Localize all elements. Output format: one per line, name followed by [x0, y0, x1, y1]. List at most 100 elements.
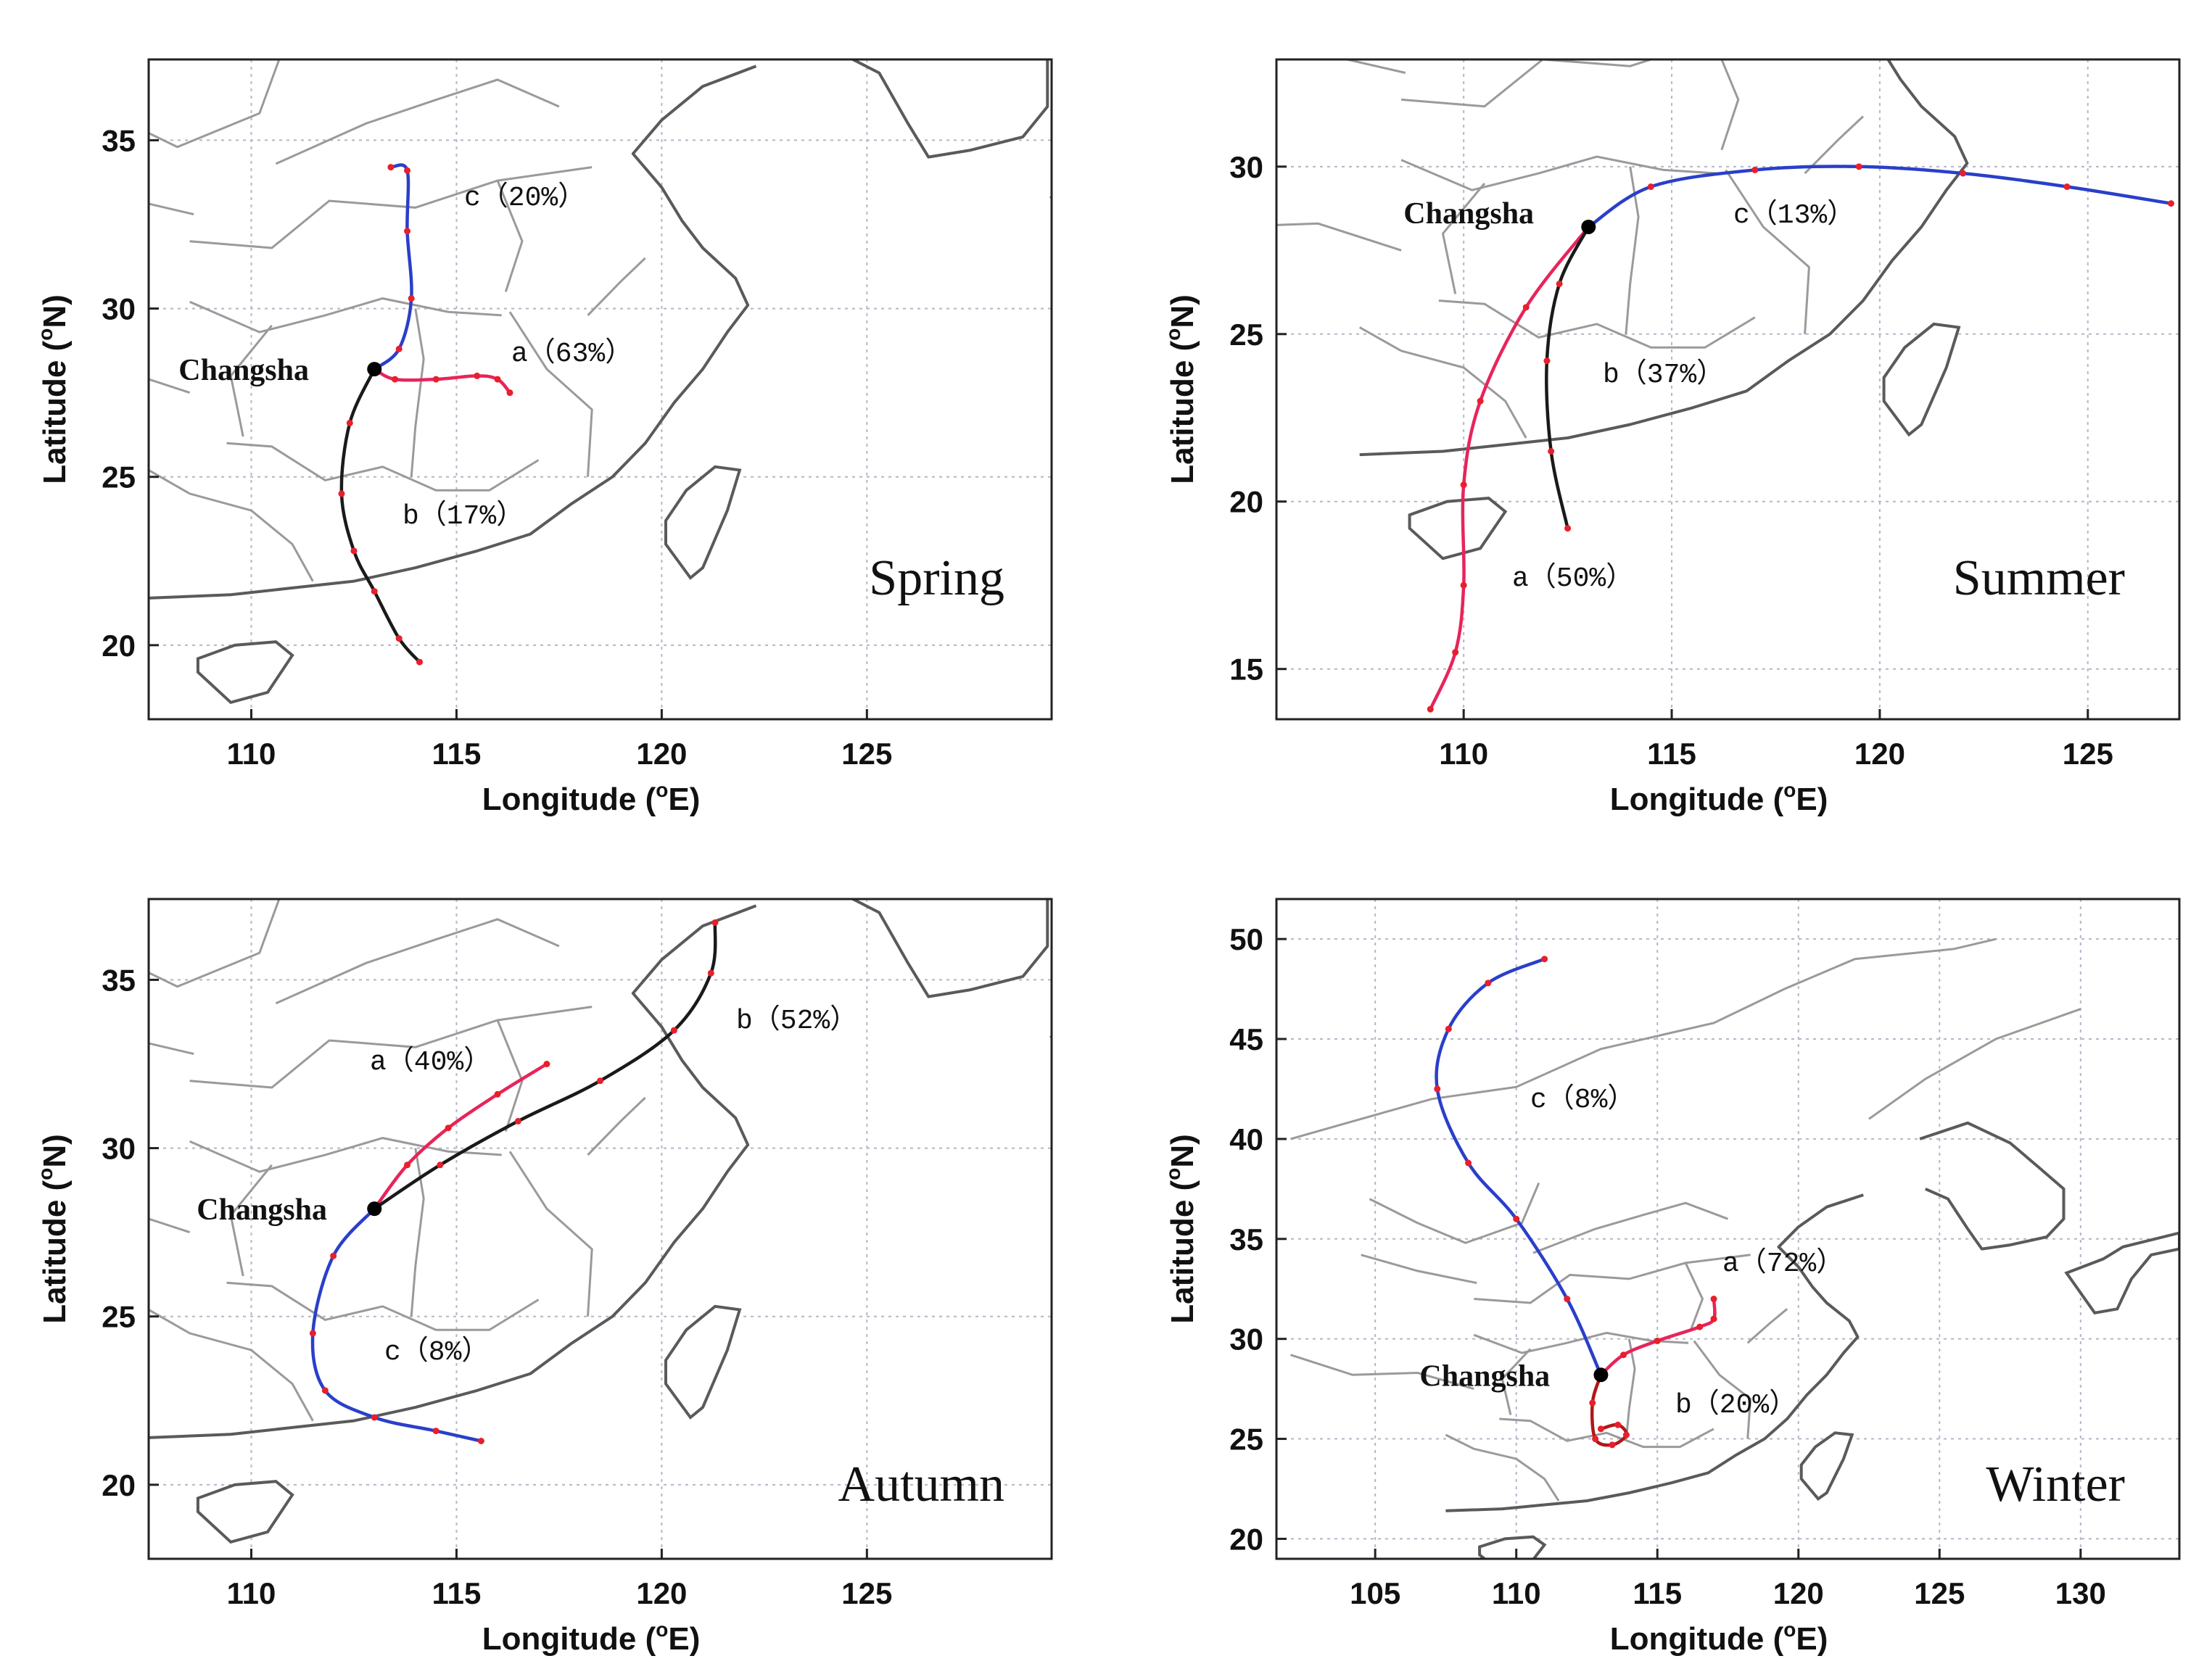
province-border [229, 1164, 273, 1277]
trajectory-line [1435, 957, 1603, 1377]
trajectory-point [404, 228, 411, 235]
x-tick-label: 120 [1854, 737, 1905, 771]
trajectory-point [437, 1162, 444, 1169]
province-border [1804, 115, 1865, 175]
province-border [149, 378, 191, 394]
trajectory-point [1434, 1085, 1441, 1093]
city-marker [367, 362, 382, 377]
province-border [587, 257, 646, 316]
trajectory-point [395, 635, 403, 642]
trajectory-line [310, 1206, 483, 1443]
city-marker [367, 1201, 382, 1217]
trajectory-point [477, 1438, 484, 1444]
y-tick-label: 20 [102, 1468, 136, 1502]
city-label: Changsha [197, 1193, 327, 1227]
province-border [508, 311, 593, 477]
y-tick-label: 35 [1229, 1222, 1263, 1256]
trajectory-point [2168, 200, 2175, 207]
trajectory-point [1541, 956, 1548, 963]
y-tick-label: 25 [102, 460, 136, 494]
season-label: Winter [1986, 1457, 2125, 1512]
x-tick-label: 110 [227, 737, 276, 771]
trajectory-point [494, 376, 501, 383]
x-tick-label: 125 [841, 1576, 892, 1610]
province-border [1625, 1338, 1636, 1439]
city-label: Changsha [1419, 1359, 1550, 1393]
trajectory-point [1597, 1425, 1604, 1433]
province-border [1290, 937, 1997, 1140]
province-border [226, 1281, 540, 1331]
x-tick-label: 120 [1773, 1576, 1824, 1610]
province-border [1290, 1354, 1474, 1391]
y-tick-label: 20 [1229, 1522, 1263, 1556]
city-label: Changsha [1403, 197, 1534, 231]
trajectory-label: a（72%） [1722, 1247, 1844, 1280]
hainan-island [1408, 497, 1508, 560]
trajectory-point [1589, 1399, 1596, 1407]
trajectory-point [371, 588, 378, 595]
trajectory-point [392, 376, 399, 383]
province-border [226, 442, 540, 492]
trajectory-point [707, 969, 714, 977]
trajectory-point [1647, 183, 1654, 191]
y-tick-label: 25 [102, 1300, 136, 1334]
province-border [1400, 59, 1655, 108]
y-tick-label: 35 [102, 963, 136, 997]
trajectory-point [1543, 357, 1551, 365]
province-border [149, 1217, 191, 1234]
x-tick-label: 110 [1492, 1576, 1541, 1610]
y-axis-label: Latitude (oN) [34, 1134, 73, 1324]
korea-coastline [2059, 0, 2212, 16]
trajectory-point [1522, 304, 1530, 311]
province-border [1369, 1183, 1540, 1244]
panel-frame [1275, 898, 2181, 1560]
trajectory-label: c（8%） [384, 1336, 489, 1368]
x-axis-label: Longitude (oE) [1610, 779, 1828, 817]
trajectory-point [1465, 1159, 1472, 1167]
province-border [1438, 299, 1756, 349]
province-border [1693, 1340, 1752, 1439]
season-label: Autumn [838, 1457, 1004, 1512]
trajectory-point [408, 295, 415, 302]
trajectory-point [1696, 1323, 1704, 1330]
season-label: Spring [869, 550, 1004, 606]
trajectory-point [404, 167, 411, 174]
x-tick-label: 105 [1350, 1576, 1400, 1610]
y-tick-label: 45 [1229, 1022, 1263, 1056]
trajectory-point [474, 372, 481, 379]
panel-frame [147, 898, 1053, 1560]
map-area [149, 59, 1052, 719]
trajectory-point [330, 1252, 337, 1259]
trajectory-point [494, 1090, 501, 1098]
city-marker [1581, 219, 1596, 234]
x-tick-label: 115 [1633, 1576, 1682, 1610]
hainan-island [1478, 1535, 1547, 1559]
y-axis-label: Latitude (oN) [1162, 294, 1200, 484]
province-border [1358, 326, 1527, 439]
province-border [410, 308, 425, 477]
japan-island [2064, 1231, 2179, 1314]
province-border [149, 469, 314, 582]
province-border [149, 899, 281, 988]
hainan-island [196, 640, 294, 705]
trajectory-point [1445, 1025, 1452, 1032]
japan-island [1049, 1035, 1052, 1040]
province-border [1625, 166, 1640, 334]
trajectory-point [1485, 980, 1492, 987]
trajectory-point [416, 658, 423, 666]
trajectory-point [1427, 705, 1434, 713]
trajectory-label: c（13%） [1733, 199, 1854, 231]
province-border [1489, 0, 1776, 22]
province-border [764, 593, 1072, 778]
taiwan-island [1882, 322, 1961, 437]
y-tick-label: 40 [1229, 1122, 1263, 1156]
korea-coastline [849, 899, 1049, 998]
coastline [149, 904, 757, 1439]
y-tick-label: 30 [1229, 1322, 1263, 1357]
trajectory-point [309, 1330, 316, 1337]
map-area [1276, 899, 2179, 1559]
y-tick-label: 20 [1229, 485, 1263, 519]
province-border [410, 1148, 425, 1317]
korea-coastline [849, 59, 1049, 159]
trajectory-label: a（63%） [511, 337, 632, 370]
